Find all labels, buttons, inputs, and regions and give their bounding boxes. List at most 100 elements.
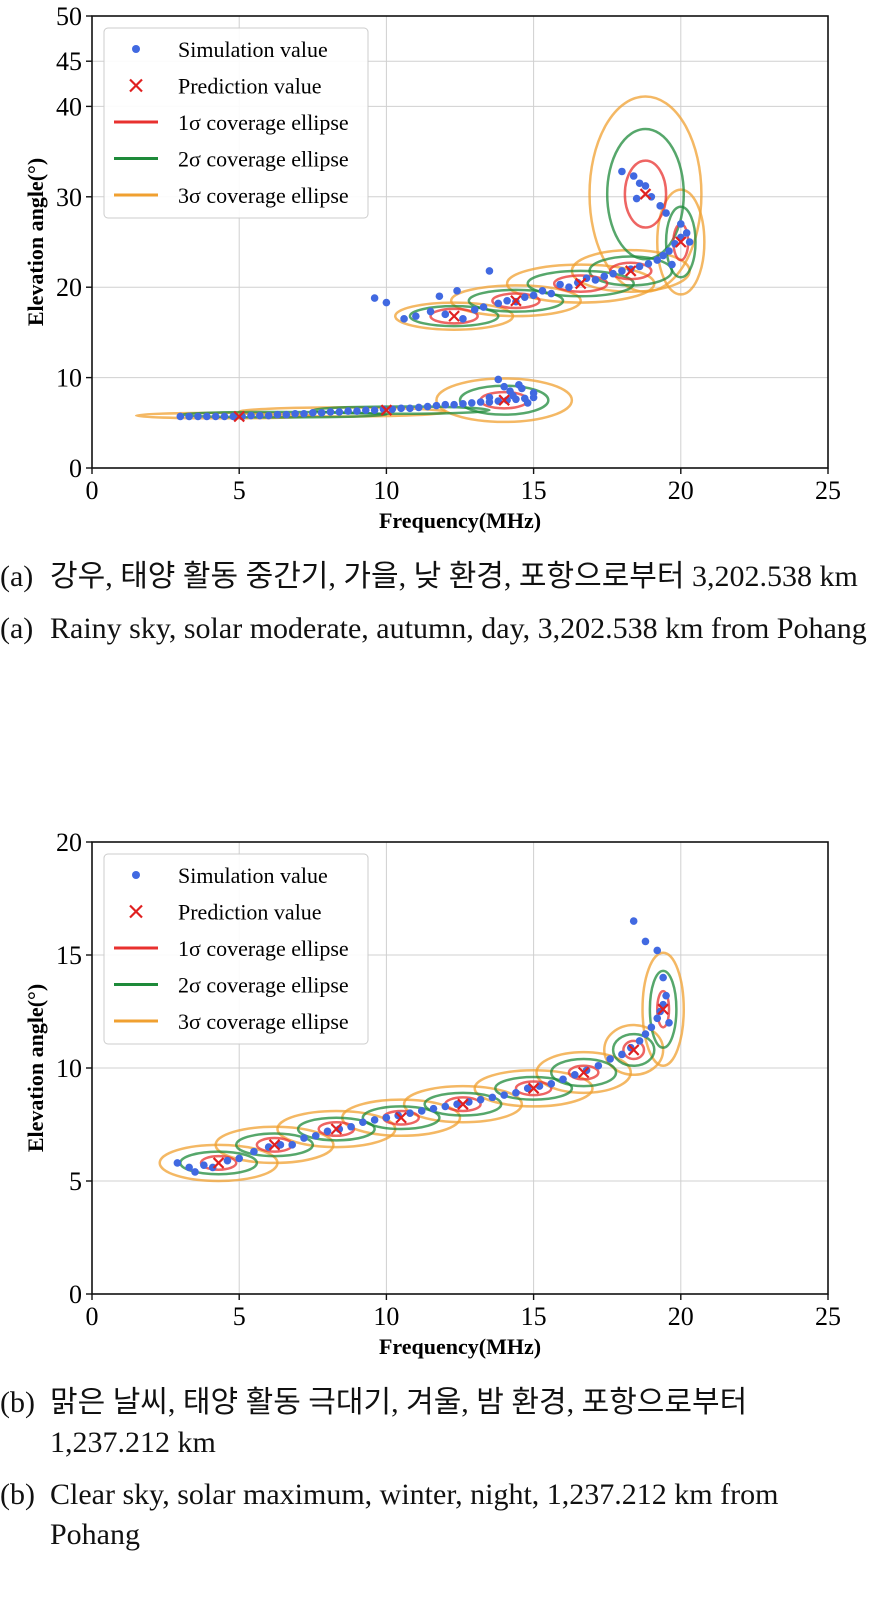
chart-a-simulation-point — [547, 289, 556, 298]
chart-b-simulation-point — [488, 1093, 497, 1102]
chart-a-simulation-point — [406, 404, 414, 413]
chart-a-ytick-label: 0 — [69, 454, 82, 483]
chart-a-sigma2-ellipse — [408, 304, 500, 328]
chart-b-prediction-stroke — [395, 1111, 407, 1124]
chart-b-simulation-point — [547, 1080, 556, 1088]
chart-a-simulation-point — [503, 296, 511, 305]
chart-b-xlabel: Frequency(MHz) — [379, 1334, 541, 1359]
chart-b-prediction-marker — [627, 1044, 640, 1056]
chart-a-prediction-stroke — [233, 410, 245, 423]
chart-a-prediction-marker — [510, 294, 522, 307]
chart-a-prediction-stroke — [498, 394, 510, 406]
chart-b-plot-area — [158, 917, 685, 1183]
chart-a-simulation-point — [609, 269, 617, 278]
chart-a-prediction-marker — [675, 236, 687, 248]
chart-a-simulation-point — [194, 412, 202, 421]
caption-a: (a) 강우, 태양 활동 중간기, 가을, 낮 환경, 포항으로부터 3,20… — [0, 557, 870, 649]
chart-a-simulation-point — [635, 262, 644, 271]
chart-b-sigma2-ellipse — [423, 1091, 503, 1117]
chart-a: 0 5 10 15 20 25 0 10 20 30 40 45 50 Frequency(MHz) Ele… — [0, 0, 878, 555]
chart-b-simulation-point — [323, 1127, 332, 1136]
chart-a-ytick-label: 30 — [56, 183, 82, 212]
chart-a-prediction-stroke — [639, 188, 652, 200]
chart-a-simulation-point — [565, 283, 573, 292]
chart-b-legend-box — [103, 853, 369, 1045]
chart-b-simulation-point — [250, 1147, 258, 1156]
chart-a-svg: 0 5 10 15 20 25 0 10 20 30 40 45 50 Frequency(MHz) Ele… — [23, 2, 841, 533]
chart-b-simulation-point — [476, 1095, 485, 1104]
chart-b-simulation-point — [406, 1109, 414, 1117]
chart-b-prediction-stroke — [657, 1003, 669, 1016]
chart-a-ytick-label: 50 — [56, 2, 82, 31]
chart-a-simulation-point — [591, 276, 600, 284]
chart-b-simulation-point — [359, 1118, 367, 1127]
chart-b-sigma3-ellipse — [535, 1050, 633, 1095]
chart-a-prediction-marker — [233, 410, 245, 423]
chart-b-simulation-point — [185, 1163, 193, 1172]
chart-b-xtick-label: 10 — [373, 1302, 399, 1331]
chart-a-legend-box — [103, 27, 369, 219]
chart-b-sigma3-ellipse — [641, 951, 685, 1067]
chart-b-simulation-point — [235, 1154, 243, 1163]
chart-a-legend-label: Prediction value — [178, 74, 322, 99]
chart-b-prediction-stroke — [527, 1082, 540, 1095]
caption-b-korean-label: (b) — [0, 1386, 35, 1419]
chart-b-simulation-point — [653, 1014, 662, 1023]
chart-a-xtick-label: 20 — [668, 476, 694, 505]
chart-a-prediction-stroke — [448, 310, 460, 322]
chart-a-simulation-point — [520, 293, 529, 301]
chart-b-sigma3-ellipse — [402, 1084, 524, 1124]
chart-b-xtick-label: 0 — [86, 1302, 99, 1331]
chart-a-sigma3-ellipse — [435, 377, 574, 424]
chart-a-xtick-label: 10 — [373, 476, 399, 505]
chart-a-simulation-point — [485, 393, 494, 402]
caption-b-english: (b) Clear sky, solar maximum, winter, ni… — [0, 1475, 870, 1555]
chart-b-prediction-marker — [457, 1098, 469, 1110]
chart-a-legend-label: Simulation value — [178, 37, 328, 62]
chart-a-prediction-marker — [639, 188, 652, 200]
chart-a-ytick-label: 40 — [56, 92, 82, 121]
chart-a-ytick-label: 10 — [56, 364, 82, 393]
chart-b-prediction-stroke — [457, 1098, 469, 1110]
chart-a-simulation-point — [414, 403, 423, 412]
chart-b-sigma2-ellipse — [550, 1057, 618, 1088]
chart-a-sigma2-ellipse — [664, 205, 697, 279]
chart-a-simulation-point — [432, 401, 441, 410]
chart-a-axes-frame — [91, 15, 829, 469]
chart-b-simulation-point — [311, 1132, 320, 1140]
chart-a-xtick-label: 25 — [815, 476, 841, 505]
chart-b-xtick-label: 25 — [815, 1302, 841, 1331]
chart-a-sigma3-ellipse — [588, 95, 703, 293]
chart-a-simulation-point — [479, 303, 488, 311]
chart-b-prediction-stroke — [212, 1157, 225, 1169]
chart-a-simulation-point — [326, 408, 335, 416]
chart-a-simulation-point — [229, 412, 238, 421]
chart-a-legend-label: 1σ coverage ellipse — [178, 110, 349, 135]
chart-b-xtick-label: 20 — [668, 1302, 694, 1331]
chart-a-simulation-point — [291, 409, 299, 418]
chart-a-prediction-stroke — [675, 236, 687, 248]
caption-b: (b) 맑은 날씨, 태양 활동 극대기, 겨울, 밤 환경, 포항으로부터 1… — [0, 1383, 870, 1555]
chart-a-simulation-point — [185, 412, 193, 421]
chart-a-simulation-point — [353, 407, 361, 415]
chart-b-simulation-point — [571, 1070, 579, 1079]
chart-a-simulation-point — [176, 412, 185, 421]
chart-b-prediction-marker — [657, 1003, 669, 1016]
chart-a-sigma1-ellipse — [552, 274, 609, 293]
chart-a-simulation-point — [459, 315, 467, 323]
chart-a-simulation-point — [300, 409, 308, 418]
chart-a-simulation-point — [644, 259, 653, 268]
chart-a-prediction-stroke — [624, 265, 637, 277]
chart-b-xtick-label: 5 — [233, 1302, 246, 1331]
chart-a-simulation-point — [632, 194, 641, 203]
chart-b-simulation-point — [500, 1091, 508, 1099]
chart-b-legend-dot-marker — [132, 871, 140, 879]
caption-b-english-text: Clear sky, solar maximum, winter, night,… — [50, 1478, 779, 1551]
chart-a-simulation-point — [309, 409, 317, 417]
chart-b-prediction-stroke — [577, 1066, 590, 1079]
chart-b-simulation-point — [441, 1102, 450, 1111]
chart-a-simulation-point — [685, 238, 694, 246]
chart-b-simulation-point — [659, 973, 667, 982]
chart-b-prediction-marker — [395, 1111, 407, 1124]
chart-b-simulation-point — [629, 917, 638, 925]
